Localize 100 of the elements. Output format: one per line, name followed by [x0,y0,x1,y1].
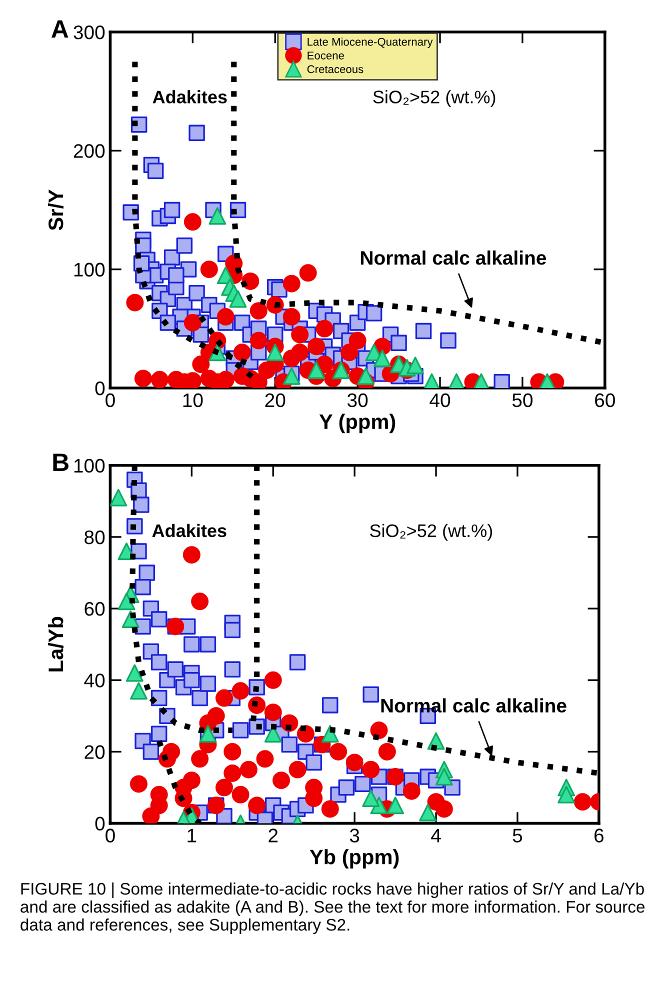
point [558,786,576,804]
annotation: Adakites [152,524,226,538]
y-axis-title: La/Yb [48,616,64,672]
y-tick-label: 40 [84,674,105,688]
x-tick-label: 3 [350,828,360,842]
point [191,750,209,768]
y-tick-label: 300 [74,26,105,40]
point [419,804,437,822]
x-axis-title: Yb (ppm) [310,849,399,868]
legend-label: Late Miocene-Quaternary [308,38,433,48]
point [340,344,358,362]
point [423,373,441,388]
point [126,294,144,312]
point [370,722,388,740]
point [250,332,268,350]
point [282,274,300,292]
point [162,742,180,760]
point [232,786,250,804]
point [321,800,339,818]
point [435,768,453,786]
point [250,373,268,388]
point [184,314,202,332]
x-tick-label: 60 [595,393,615,408]
point [406,356,424,374]
point [233,344,251,362]
point [362,760,380,778]
point [574,793,592,811]
point [256,750,274,768]
y-tick-label: 100 [74,458,105,473]
annotation: Normal calc alkaline [361,250,546,265]
y-tick-label: 0 [95,381,105,396]
x-tick-label: 2 [268,828,278,842]
legend-label: Cretaceous [307,65,364,74]
x-tick-label: 5 [512,828,522,842]
x-tick-label: 0 [106,393,115,408]
point [282,367,300,385]
y-tick-label: 60 [84,602,105,616]
y-tick-label: 80 [84,530,105,544]
point [232,682,250,700]
chart-title: B [53,454,68,471]
point [118,592,136,610]
point [374,350,392,368]
point [134,370,152,388]
point [229,290,247,308]
x-tick-label: 10 [183,393,203,408]
point [272,772,290,790]
point [216,308,234,326]
point [291,344,309,362]
point [362,790,380,808]
x-tick-label: 1 [188,828,196,842]
point [378,742,396,760]
annotation: Normal calc alkaline [381,698,566,713]
x-tick-label: 0 [106,828,115,842]
x-axis-title: Y (ppm) [319,414,396,434]
point [316,320,334,338]
annotation: SiO₂>52 (wt.%) [373,90,496,107]
x-tick-label: 4 [431,828,441,842]
annotation: Adakites [152,90,227,104]
point [308,361,326,379]
point [192,356,210,374]
point [216,689,234,707]
point [386,796,404,814]
point [182,546,200,564]
chart-title: A [51,20,68,38]
point [357,367,375,385]
point [330,742,348,760]
point [264,704,282,722]
y-axis-title: Sr/Y [48,190,64,230]
point [126,664,144,682]
point [291,326,309,344]
point [208,207,226,225]
x-tick-label: 6 [594,828,604,842]
point [435,800,453,818]
point [282,308,300,326]
point [216,778,234,796]
point [224,742,242,760]
point [402,782,420,800]
y-tick-label: 200 [74,144,105,158]
point [299,264,317,282]
point [182,772,200,790]
x-tick-label: 20 [265,393,286,408]
point [130,775,148,793]
point [200,260,218,278]
caption: FIGURE 10 | Some intermediate-to-acidic rocks have higher ratios of Sr/Y and La/Yb and are classified as adakite (A and B). See the text for more information. For source data and references, see Supplementary S2. [20,882,644,934]
point [266,344,284,362]
x-tick-label: 50 [512,393,533,408]
point [150,370,168,388]
point [130,682,148,700]
point [288,760,306,778]
point [250,302,268,320]
point [110,488,128,506]
point [346,754,364,772]
x-tick-label: 40 [430,393,450,408]
y-tick-label: 0 [95,816,105,831]
point [264,671,282,689]
point [248,796,266,814]
y-tick-label: 20 [84,745,105,759]
point [348,332,366,350]
point [240,760,258,778]
point [184,213,202,231]
